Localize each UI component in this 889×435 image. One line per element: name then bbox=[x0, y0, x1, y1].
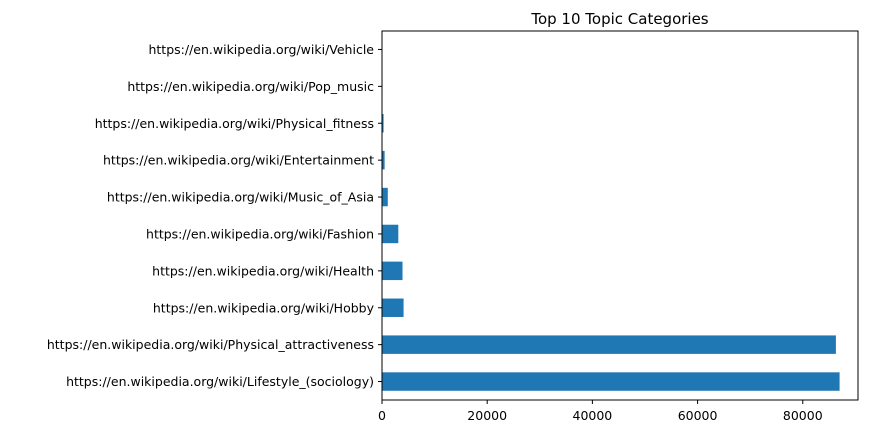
x-tick-label: 60000 bbox=[678, 408, 718, 423]
x-tick-label: 0 bbox=[378, 408, 386, 423]
x-tick-label: 40000 bbox=[573, 408, 613, 423]
bar bbox=[382, 372, 840, 391]
x-tick-label: 80000 bbox=[783, 408, 823, 423]
bar bbox=[382, 261, 403, 281]
bars-group bbox=[382, 40, 840, 391]
y-tick-label: https://en.wikipedia.org/wiki/Hobby bbox=[153, 300, 375, 315]
y-tick-labels: https://en.wikipedia.org/wiki/Lifestyle_… bbox=[47, 42, 382, 389]
y-tick-label: https://en.wikipedia.org/wiki/Physical_a… bbox=[47, 337, 374, 352]
bar bbox=[382, 187, 388, 207]
y-tick-label: https://en.wikipedia.org/wiki/Entertainm… bbox=[103, 153, 374, 168]
y-tick-label: https://en.wikipedia.org/wiki/Physical_f… bbox=[95, 116, 374, 131]
bar bbox=[382, 150, 385, 170]
y-tick-label: https://en.wikipedia.org/wiki/Pop_music bbox=[127, 79, 374, 94]
x-tick-label: 20000 bbox=[467, 408, 507, 423]
y-tick-label: https://en.wikipedia.org/wiki/Fashion bbox=[146, 226, 374, 241]
bar bbox=[382, 224, 399, 244]
plot-frame bbox=[381, 30, 859, 401]
y-tick-label: https://en.wikipedia.org/wiki/Music_of_A… bbox=[107, 190, 374, 205]
y-tick-label: https://en.wikipedia.org/wiki/Lifestyle_… bbox=[66, 374, 374, 389]
bar bbox=[382, 114, 384, 133]
bar bbox=[382, 298, 404, 317]
y-tick-label: https://en.wikipedia.org/wiki/Vehicle bbox=[148, 42, 374, 57]
chart-title: Top 10 Topic Categories bbox=[530, 10, 708, 28]
bar bbox=[382, 335, 836, 354]
x-axis-ticks: 0 20000 40000 60000 80000 bbox=[378, 400, 823, 423]
y-tick-label: https://en.wikipedia.org/wiki/Health bbox=[152, 263, 374, 278]
